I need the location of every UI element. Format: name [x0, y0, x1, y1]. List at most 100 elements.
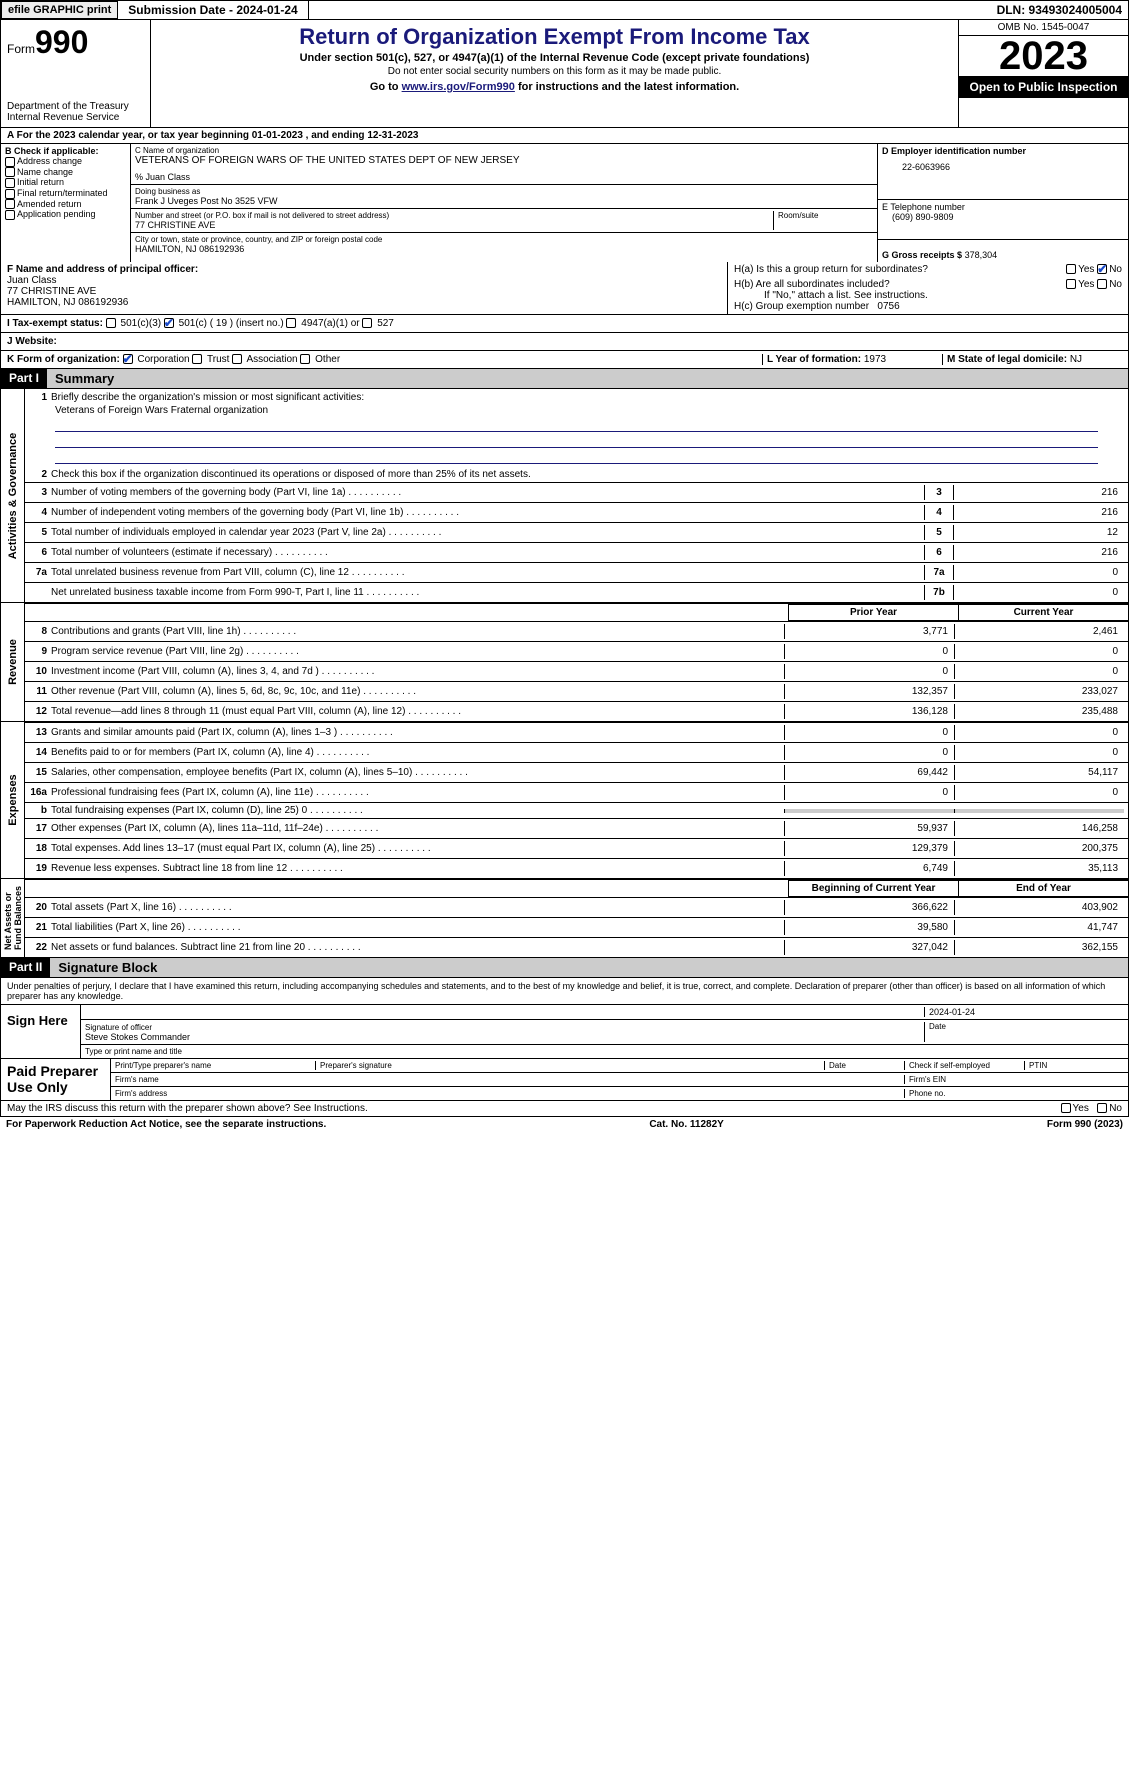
check-amended[interactable]: [5, 199, 15, 209]
col-prior: Prior Year: [788, 604, 958, 621]
check-app-pending[interactable]: [5, 210, 15, 220]
side-netassets: Net Assets orFund Balances: [3, 886, 23, 950]
form-title: Return of Organization Exempt From Incom…: [157, 24, 952, 50]
discuss-no[interactable]: [1097, 1103, 1107, 1113]
ck-corp[interactable]: [123, 354, 133, 364]
sig-date: 2024-01-24: [924, 1007, 1124, 1017]
org-name-label: C Name of organization: [135, 146, 873, 155]
side-revenue: Revenue: [7, 639, 19, 685]
room-label: Room/suite: [778, 211, 873, 220]
col-end: End of Year: [958, 880, 1128, 897]
dba-label: Doing business as: [135, 187, 873, 196]
ein-label: D Employer identification number: [882, 146, 1124, 156]
part2-label: Part II: [1, 958, 50, 977]
phone-label: E Telephone number: [882, 202, 1124, 212]
paperwork-row: For Paperwork Reduction Act Notice, see …: [0, 1117, 1129, 1132]
open-inspection: Open to Public Inspection: [959, 76, 1128, 98]
cat-no: Cat. No. 11282Y: [649, 1119, 723, 1130]
hb-no[interactable]: [1097, 279, 1107, 289]
mission-text: Veterans of Foreign Wars Fraternal organ…: [55, 405, 1098, 416]
city-label: City or town, state or province, country…: [135, 235, 873, 244]
form-header: Form990 Department of the Treasury Inter…: [0, 20, 1129, 128]
hc-val: 0756: [877, 301, 899, 312]
tax-status-row: I Tax-exempt status: 501(c)(3) 501(c) ( …: [0, 315, 1129, 333]
row-a-tax-year: A For the 2023 calendar year, or tax yea…: [0, 128, 1129, 144]
part1-header: Part I Summary: [0, 369, 1129, 389]
officer-sig-name: Steve Stokes Commander: [85, 1032, 190, 1042]
line1-label: Briefly describe the organization's miss…: [51, 392, 1124, 403]
dept-treasury: Department of the Treasury Internal Reve…: [7, 101, 144, 123]
officer-addr2: HAMILTON, NJ 086192936: [7, 297, 721, 308]
hc-label: H(c) Group exemption number: [734, 301, 869, 312]
ha-yes[interactable]: [1066, 264, 1076, 274]
subtitle-1: Under section 501(c), 527, or 4947(a)(1)…: [157, 52, 952, 64]
revenue-section: Revenue Prior Year Current Year 8Contrib…: [0, 603, 1129, 722]
ck-501c[interactable]: [164, 318, 174, 328]
form-label: Form: [7, 42, 35, 56]
form-number: 990: [35, 24, 88, 60]
ck-trust[interactable]: [192, 354, 202, 364]
officer-label: F Name and address of principal officer:: [7, 264, 721, 275]
gross-receipts: 378,304: [965, 250, 998, 260]
section-b-title: B Check if applicable:: [5, 146, 126, 156]
ck-4947[interactable]: [286, 318, 296, 328]
col-current: Current Year: [958, 604, 1128, 621]
part2-header: Part II Signature Block: [0, 958, 1129, 978]
mission-line: [55, 450, 1098, 464]
irs-link[interactable]: www.irs.gov/Form990: [402, 81, 515, 93]
expenses-section: Expenses 13Grants and similar amounts pa…: [0, 722, 1129, 879]
col-begin: Beginning of Current Year: [788, 880, 958, 897]
address: 77 CHRISTINE AVE: [135, 220, 773, 230]
part1-label: Part I: [1, 369, 47, 388]
officer-name: Juan Class: [7, 275, 721, 286]
top-bar: efile GRAPHIC print Submission Date - 20…: [0, 0, 1129, 20]
mission-line: [55, 418, 1098, 432]
city: HAMILTON, NJ 086192936: [135, 244, 873, 254]
sign-here-label: Sign Here: [1, 1005, 81, 1058]
ck-assoc[interactable]: [232, 354, 242, 364]
paid-preparer-label: Paid Preparer Use Only: [1, 1059, 111, 1100]
org-info-grid: B Check if applicable: Address change Na…: [0, 144, 1129, 262]
section-j-label: J Website:: [7, 336, 57, 347]
netassets-section: Net Assets orFund Balances Beginning of …: [0, 879, 1129, 958]
gross-receipts-label: G Gross receipts $: [882, 250, 962, 260]
org-name: VETERANS OF FOREIGN WARS OF THE UNITED S…: [135, 155, 873, 166]
side-activities: Activities & Governance: [7, 432, 19, 559]
efile-print-button[interactable]: efile GRAPHIC print: [1, 1, 118, 19]
check-address-change[interactable]: [5, 157, 15, 167]
ha-no[interactable]: [1097, 264, 1107, 274]
submission-date: Submission Date - 2024-01-24: [118, 1, 308, 19]
hb-yes[interactable]: [1066, 279, 1076, 289]
form-org-row: K Form of organization: Corporation Trus…: [0, 351, 1129, 369]
officer-group-row: F Name and address of principal officer:…: [0, 262, 1129, 315]
activities-governance-section: Activities & Governance 1Briefly describ…: [0, 389, 1129, 603]
check-final-return[interactable]: [5, 189, 15, 199]
mission-line: [55, 434, 1098, 448]
form-no-footer: Form 990 (2023): [1047, 1119, 1123, 1130]
section-i-label: I Tax-exempt status:: [7, 318, 103, 329]
ein: 22-6063966: [882, 162, 1124, 172]
goto-post: for instructions and the latest informat…: [515, 81, 739, 93]
check-name-change[interactable]: [5, 167, 15, 177]
dln: DLN: 93493024005004: [991, 1, 1128, 19]
tax-year: 2023: [959, 36, 1128, 76]
hb-note: If "No," attach a list. See instructions…: [734, 290, 1122, 301]
subtitle-2: Do not enter social security numbers on …: [157, 66, 952, 77]
addr-label: Number and street (or P.O. box if mail i…: [135, 211, 773, 220]
dba: Frank J Uveges Post No 3525 VFW: [135, 196, 873, 206]
check-initial-return[interactable]: [5, 178, 15, 188]
ck-501c3[interactable]: [106, 318, 116, 328]
perjury-declaration: Under penalties of perjury, I declare th…: [1, 978, 1128, 1004]
line2: Check this box if the organization disco…: [51, 469, 1124, 480]
care-of: % Juan Class: [135, 172, 873, 182]
paperwork-notice: For Paperwork Reduction Act Notice, see …: [6, 1119, 326, 1130]
phone: (609) 890-9809: [882, 212, 1124, 222]
part2-title: Signature Block: [50, 958, 1128, 977]
website-row: J Website:: [0, 333, 1129, 351]
ck-527[interactable]: [362, 318, 372, 328]
ck-other[interactable]: [300, 354, 310, 364]
discuss-row: May the IRS discuss this return with the…: [0, 1101, 1129, 1117]
signature-block: Under penalties of perjury, I declare th…: [0, 978, 1129, 1101]
part1-title: Summary: [47, 369, 1128, 388]
discuss-yes[interactable]: [1061, 1103, 1071, 1113]
